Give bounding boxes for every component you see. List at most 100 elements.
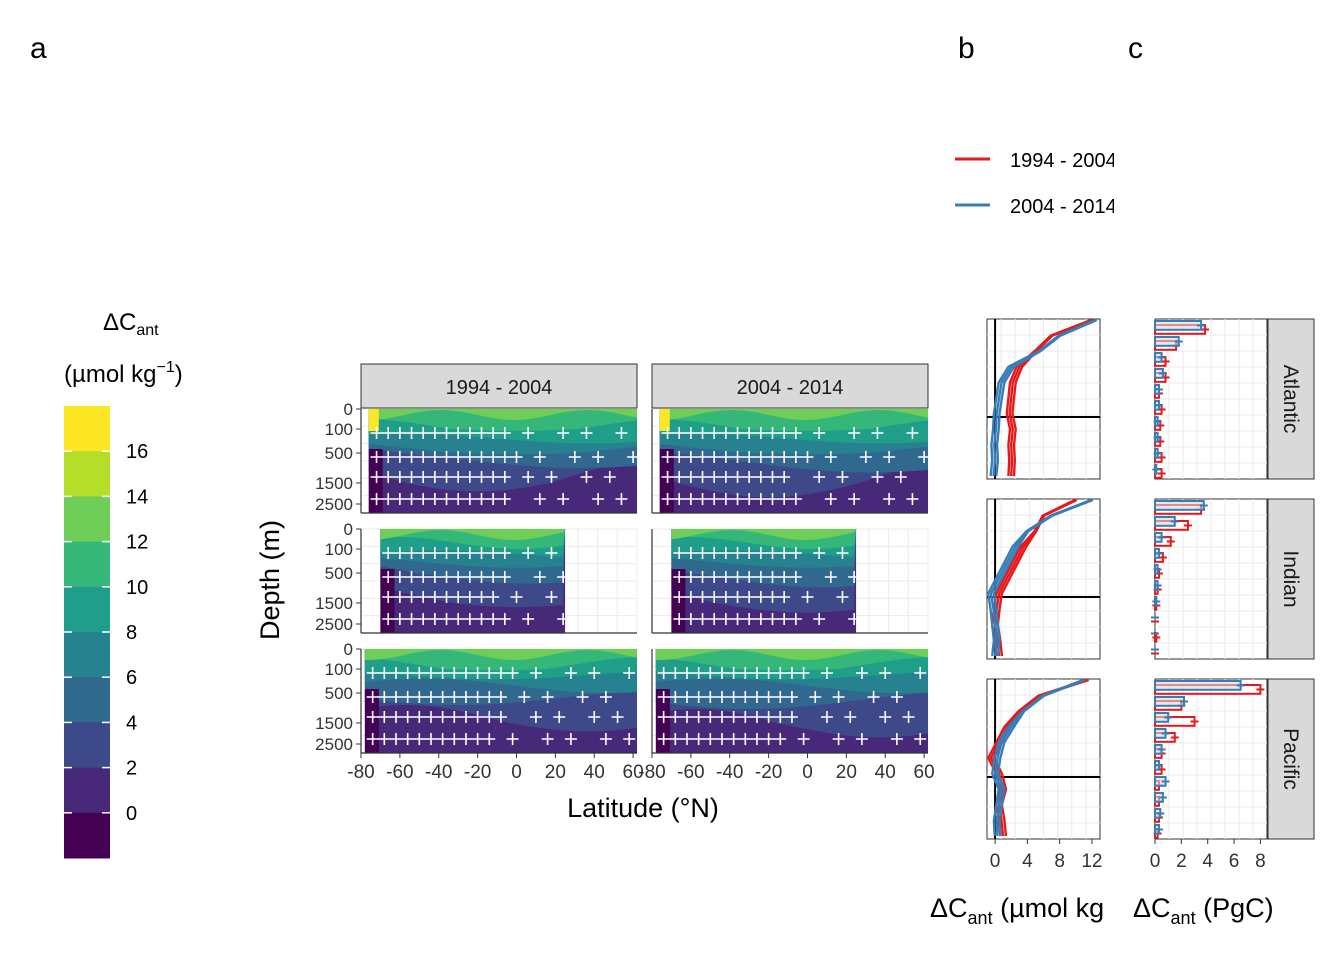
significance-cross	[673, 613, 686, 625]
profile-x-tick-label-0: 0	[990, 851, 1001, 872]
significance-cross	[719, 571, 732, 583]
colorbar-title-line1: ΔCant	[103, 309, 159, 339]
significance-cross	[750, 691, 763, 703]
significance-cross	[452, 591, 465, 603]
y-tick-label-2500: 2500	[315, 495, 353, 514]
significance-cross	[475, 471, 488, 483]
significance-cross	[731, 571, 744, 583]
significance-cross	[448, 733, 461, 745]
significance-cross	[498, 547, 511, 559]
significance-cross	[719, 471, 732, 483]
significance-cross	[778, 571, 791, 583]
section-fill-surface	[671, 529, 857, 540]
significance-cross	[436, 711, 449, 723]
significance-cross	[417, 471, 430, 483]
significance-cross	[428, 591, 441, 603]
significance-cross	[836, 591, 849, 603]
profile-title-clip-mask	[1114, 880, 1132, 930]
significance-cross	[715, 667, 728, 679]
significance-cross	[824, 451, 837, 463]
significance-cross	[428, 471, 441, 483]
significance-cross	[506, 733, 519, 745]
significance-cross	[820, 711, 833, 723]
significance-cross	[669, 667, 682, 679]
significance-cross	[708, 613, 721, 625]
significance-cross	[576, 691, 589, 703]
significance-cross	[785, 711, 798, 723]
significance-cross	[766, 591, 779, 603]
colorbar-label-0: 0	[126, 803, 137, 825]
significance-cross	[832, 691, 845, 703]
significance-cross	[680, 691, 693, 703]
significance-cross	[848, 613, 861, 625]
significance-cross	[459, 667, 472, 679]
inventory-bar	[1154, 680, 1242, 691]
significance-cross	[498, 613, 511, 625]
significance-cross	[424, 733, 437, 745]
significance-cross	[669, 711, 682, 723]
significance-cross	[657, 733, 670, 745]
significance-cross	[405, 451, 418, 463]
significance-cross	[836, 547, 849, 559]
significance-cross	[405, 493, 418, 505]
significance-cross	[727, 691, 740, 703]
x-tick-label-0: 0	[511, 762, 522, 783]
x-tick-label-20: 20	[836, 762, 857, 783]
significance-cross	[382, 427, 395, 439]
significance-cross	[820, 667, 833, 679]
significance-cross	[440, 547, 453, 559]
significance-cross	[448, 667, 461, 679]
significance-cross	[894, 471, 907, 483]
significance-cross	[564, 667, 577, 679]
significance-cross	[417, 547, 430, 559]
section-panel-r0-c1	[651, 408, 931, 514]
y-tick-label-500: 500	[325, 564, 353, 583]
significance-cross	[715, 733, 728, 745]
significance-cross	[475, 571, 488, 583]
significance-cross	[754, 451, 767, 463]
significance-cross	[545, 471, 558, 483]
significance-cross	[684, 471, 697, 483]
significance-cross	[599, 691, 612, 703]
significance-cross	[370, 427, 383, 439]
significance-cross	[696, 591, 709, 603]
significance-cross	[708, 547, 721, 559]
significance-cross	[739, 691, 752, 703]
y-tick-label-100: 100	[325, 660, 353, 679]
significance-cross	[382, 591, 395, 603]
significance-cross	[498, 427, 511, 439]
significance-cross	[366, 733, 379, 745]
significance-cross	[424, 711, 437, 723]
significance-cross	[463, 427, 476, 439]
significance-cross	[739, 733, 752, 745]
inventory-x-tick-label-0: 0	[1150, 851, 1161, 872]
significance-cross	[673, 571, 686, 583]
significance-cross	[774, 667, 787, 679]
significance-cross	[879, 667, 892, 679]
significance-cross	[743, 571, 756, 583]
colorbar-label-4: 4	[126, 712, 137, 734]
colorbar-swatch-3	[64, 541, 110, 588]
inventory-bar	[1154, 500, 1205, 511]
significance-cross	[557, 613, 570, 625]
x-tick-label-0: 0	[802, 762, 813, 783]
significance-cross	[731, 451, 744, 463]
significance-cross	[914, 667, 927, 679]
significance-cross	[487, 471, 500, 483]
significance-cross	[766, 547, 779, 559]
significance-cross	[366, 667, 379, 679]
significance-cross	[494, 711, 507, 723]
colorbar-label-8: 8	[126, 622, 137, 644]
colorbar-swatch-0	[64, 406, 110, 452]
significance-cross	[879, 711, 892, 723]
significance-cross	[743, 547, 756, 559]
inventory-panel-atlantic	[1152, 318, 1268, 480]
significance-cross	[401, 733, 414, 745]
significance-cross	[789, 493, 802, 505]
significance-cross	[615, 427, 628, 439]
significance-cross	[510, 451, 523, 463]
significance-cross	[774, 691, 787, 703]
significance-cross	[766, 571, 779, 583]
section-fill-band	[655, 649, 928, 671]
